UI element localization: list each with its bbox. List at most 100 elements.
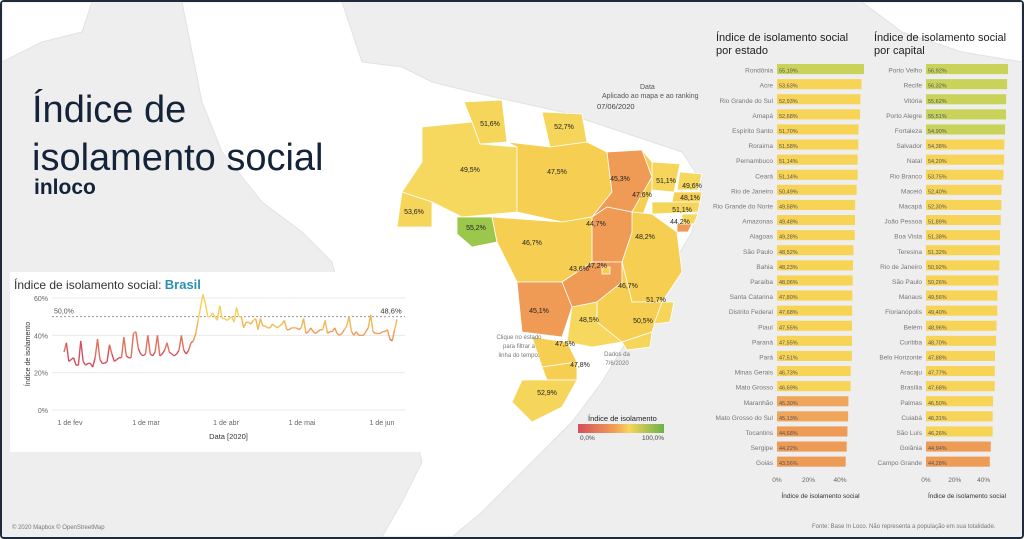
series-segment[interactable] <box>204 303 209 317</box>
series-segment[interactable] <box>276 325 281 329</box>
series-segment[interactable] <box>140 353 144 357</box>
series-segment[interactable] <box>315 331 319 335</box>
series-segment[interactable] <box>135 331 139 349</box>
series-segment[interactable] <box>195 320 199 334</box>
series-segment[interactable] <box>393 319 398 330</box>
series-segment[interactable] <box>295 327 300 331</box>
series-segment[interactable] <box>72 357 77 366</box>
state-pernambuco[interactable] <box>651 201 701 215</box>
series-segment[interactable] <box>96 338 101 360</box>
series-segment[interactable] <box>269 323 274 329</box>
series-segment[interactable] <box>312 331 316 335</box>
date-value[interactable]: 07/06/2020 <box>597 102 635 111</box>
series-segment[interactable] <box>324 320 329 334</box>
series-segment[interactable] <box>243 321 247 329</box>
series-segment[interactable] <box>152 351 156 357</box>
series-segment[interactable] <box>257 318 262 330</box>
series-segment[interactable] <box>190 340 194 344</box>
series-segment[interactable] <box>341 329 345 334</box>
series-segment[interactable] <box>202 294 207 304</box>
series-segment[interactable] <box>106 344 111 362</box>
series-segment[interactable] <box>219 305 223 319</box>
series-segment[interactable] <box>372 331 376 335</box>
series-segment[interactable] <box>216 305 221 321</box>
series-segment[interactable] <box>339 332 343 336</box>
series-segment[interactable] <box>279 323 283 327</box>
series-segment[interactable] <box>348 316 353 332</box>
state-espirito-santo[interactable] <box>653 301 675 325</box>
state-ceara[interactable] <box>651 161 681 193</box>
state-rio-grande-do-sul[interactable] <box>511 379 578 423</box>
series-segment[interactable] <box>240 316 245 329</box>
series-segment[interactable] <box>147 335 151 355</box>
series-segment[interactable] <box>334 327 338 334</box>
state-rondonia[interactable] <box>456 216 498 248</box>
series-segment[interactable] <box>144 335 149 355</box>
series-segment[interactable] <box>171 353 175 357</box>
series-segment[interactable] <box>123 337 127 356</box>
series-segment[interactable] <box>283 320 288 330</box>
series-segment[interactable] <box>235 307 240 317</box>
state-rio-grande-do-norte[interactable] <box>676 171 703 191</box>
series-segment[interactable] <box>185 349 190 355</box>
series-segment[interactable] <box>65 342 70 362</box>
series-segment[interactable] <box>302 318 307 334</box>
series-segment[interactable] <box>82 361 87 366</box>
state-acre[interactable] <box>396 191 433 228</box>
series-segment[interactable] <box>327 331 331 335</box>
series-segment[interactable] <box>305 331 309 335</box>
series-segment[interactable] <box>369 314 374 332</box>
series-segment[interactable] <box>250 320 254 325</box>
series-segment[interactable] <box>178 335 183 351</box>
series-segment[interactable] <box>104 360 108 364</box>
series-segment[interactable] <box>142 353 146 357</box>
series-segment[interactable] <box>199 294 204 308</box>
series-segment[interactable] <box>168 351 173 355</box>
series-segment[interactable] <box>173 353 178 357</box>
state-mato-grosso-do-sul[interactable] <box>516 281 573 338</box>
series-segment[interactable] <box>362 331 367 336</box>
series-segment[interactable] <box>298 327 302 331</box>
state-amazonas[interactable] <box>401 121 518 218</box>
series-segment[interactable] <box>77 340 82 366</box>
series-segment[interactable] <box>108 344 113 355</box>
series-segment[interactable] <box>355 331 360 336</box>
series-segment[interactable] <box>68 359 72 363</box>
series-segment[interactable] <box>197 307 202 321</box>
series-segment[interactable] <box>271 323 276 327</box>
series-segment[interactable] <box>365 327 369 332</box>
series-segment[interactable] <box>113 359 118 363</box>
series-segment[interactable] <box>111 353 115 362</box>
series-segment[interactable] <box>226 317 230 321</box>
state-sergipe[interactable] <box>676 223 693 233</box>
series-segment[interactable] <box>379 331 384 335</box>
series-segment[interactable] <box>161 349 166 355</box>
series-segment[interactable] <box>317 329 321 333</box>
series-segment[interactable] <box>159 353 163 357</box>
series-segment[interactable] <box>120 337 125 358</box>
series-segment[interactable] <box>224 317 228 321</box>
series-segment[interactable] <box>274 325 278 329</box>
series-segment[interactable] <box>187 342 192 351</box>
series-segment[interactable] <box>85 362 89 366</box>
series-segment[interactable] <box>192 333 197 342</box>
series-segment[interactable] <box>336 332 340 336</box>
series-segment[interactable] <box>125 355 130 359</box>
series-segment[interactable] <box>94 338 99 358</box>
line-chart[interactable]: 0% 20% 40% 60% 50,0% 48,6% 1 de fev 1 de mar 1 d… <box>10 290 420 450</box>
state-roraima[interactable] <box>463 99 508 145</box>
series-segment[interactable] <box>99 359 103 364</box>
series-segment[interactable] <box>391 329 396 342</box>
series-segment[interactable] <box>130 333 135 358</box>
series-segment[interactable] <box>80 340 84 362</box>
series-segment[interactable] <box>233 307 238 323</box>
series-segment[interactable] <box>254 318 259 330</box>
series-segment[interactable] <box>166 342 171 353</box>
state-rio-de-janeiro[interactable] <box>621 331 653 351</box>
series-segment[interactable] <box>386 329 391 340</box>
series-segment[interactable] <box>137 348 142 355</box>
series-segment[interactable] <box>310 327 314 332</box>
series-segment[interactable] <box>211 312 216 318</box>
series-segment[interactable] <box>92 357 96 368</box>
